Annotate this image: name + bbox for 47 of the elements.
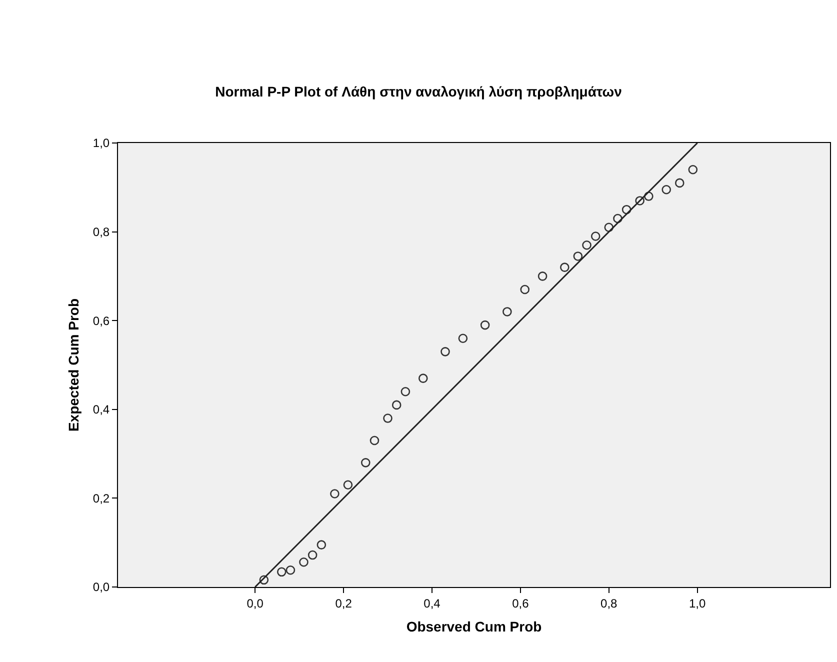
y-tick-label: 0,4 bbox=[92, 402, 110, 417]
y-tick-label: 0,6 bbox=[92, 314, 110, 328]
x-tick-label: 0,8 bbox=[600, 596, 618, 610]
point bbox=[343, 480, 353, 490]
point bbox=[622, 204, 632, 214]
point bbox=[330, 489, 340, 498]
point bbox=[370, 436, 380, 446]
point bbox=[276, 567, 286, 577]
point bbox=[635, 196, 644, 206]
point bbox=[299, 557, 308, 567]
point bbox=[520, 284, 530, 294]
x-tick-label: 0,6 bbox=[512, 596, 530, 610]
point bbox=[418, 374, 428, 383]
point bbox=[502, 307, 512, 316]
y-tick-label: 0,8 bbox=[92, 225, 110, 239]
x-tick-label: 0,0 bbox=[246, 596, 264, 610]
point bbox=[458, 334, 468, 344]
point bbox=[480, 320, 490, 330]
point bbox=[590, 232, 600, 241]
point bbox=[361, 458, 370, 468]
point bbox=[538, 272, 548, 281]
point bbox=[440, 347, 450, 356]
point bbox=[400, 386, 410, 396]
x-tick-label: 1,0 bbox=[688, 596, 706, 610]
point bbox=[573, 252, 583, 261]
point bbox=[259, 575, 269, 585]
chart-title: Normal P-P Plot of Λάθη στην αναλογική λύση προβλημάτων bbox=[215, 83, 622, 100]
x-tick-label: 0,4 bbox=[424, 596, 441, 610]
point bbox=[582, 240, 592, 250]
y-axis-title: Expected Cum Prob bbox=[66, 298, 82, 432]
point bbox=[308, 550, 318, 560]
y-tick-label: 1,0 bbox=[92, 136, 110, 150]
point bbox=[688, 164, 698, 174]
point bbox=[383, 414, 392, 423]
point bbox=[674, 178, 684, 188]
point bbox=[662, 184, 672, 194]
x-axis-title: Observed Cum Prob bbox=[406, 618, 542, 635]
point bbox=[286, 565, 296, 575]
x-tick-label: 0,2 bbox=[335, 596, 352, 610]
point bbox=[316, 540, 326, 550]
point bbox=[604, 222, 614, 232]
point bbox=[644, 192, 654, 201]
y-tick-label: 0,2 bbox=[92, 491, 110, 506]
point bbox=[392, 400, 402, 410]
point bbox=[613, 214, 622, 224]
point bbox=[560, 262, 570, 272]
y-tick-label: 0,0 bbox=[92, 580, 110, 594]
